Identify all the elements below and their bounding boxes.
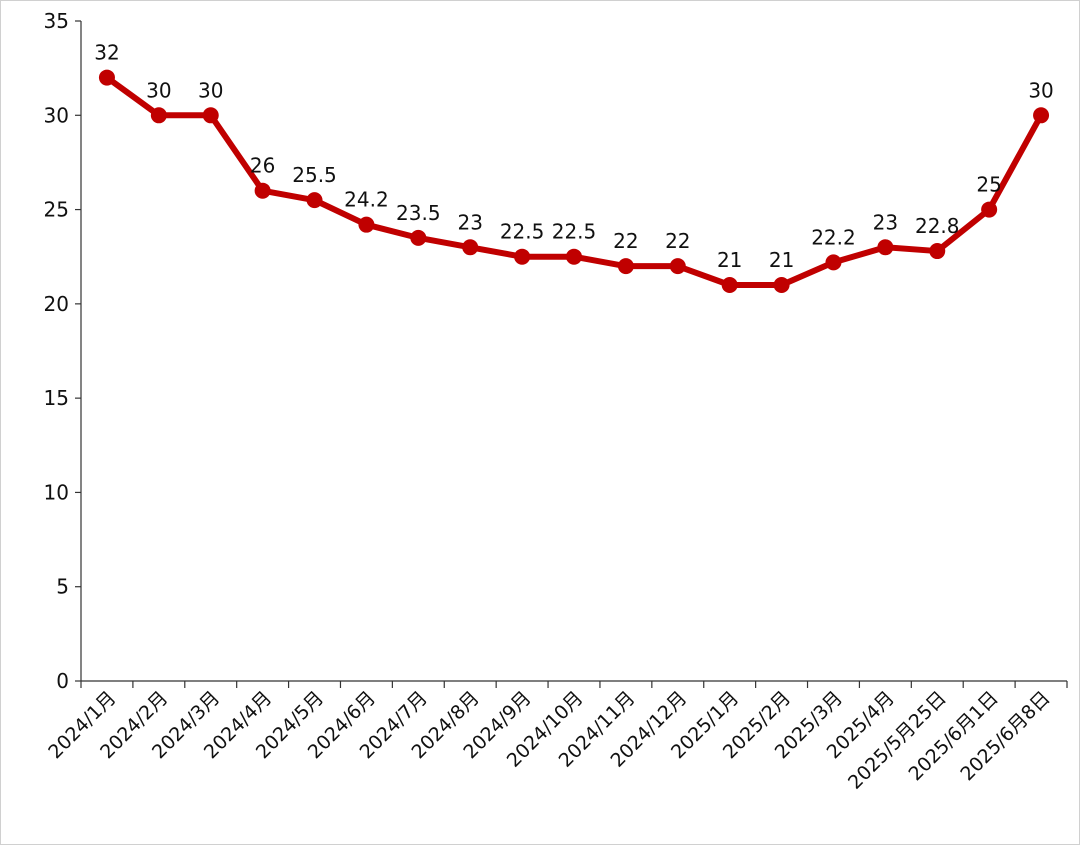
- y-axis-ticks: 0 5 10 15 20 25 30 35: [44, 9, 81, 693]
- y-tick-label: 5: [56, 575, 69, 599]
- data-label: 22.2: [811, 225, 856, 249]
- data-label: 22.8: [915, 214, 960, 238]
- data-point: [721, 277, 738, 293]
- data-point: [150, 107, 167, 124]
- data-point: [410, 229, 427, 246]
- y-tick-label: 0: [56, 669, 69, 693]
- data-label: 23: [457, 210, 482, 234]
- data-point: [98, 69, 115, 86]
- data-label: 30: [198, 78, 223, 102]
- data-point: [566, 248, 582, 265]
- x-axis-ticks: 2024/1月2024/2月2024/3月2024/4月2024/5月2024/…: [44, 681, 1068, 794]
- data-point: [462, 239, 479, 256]
- data-label: 21: [769, 248, 794, 272]
- data-label: 26: [250, 154, 275, 178]
- data-label: 22.5: [500, 220, 545, 244]
- data-label: 25: [976, 173, 1001, 197]
- data-point: [981, 201, 998, 218]
- data-label: 21: [717, 248, 742, 272]
- data-labels: 32 30 30 26 25.5 24.2 23.5 23 22.5 22.5 22 22 21 21 22…: [94, 41, 1054, 272]
- y-tick-label: 35: [44, 9, 69, 33]
- y-tick-label: 15: [44, 386, 69, 410]
- y-tick-label: 25: [44, 198, 69, 222]
- data-label: 22.5: [552, 220, 597, 244]
- data-point: [773, 277, 790, 293]
- data-point: [358, 216, 375, 233]
- data-point: [202, 107, 219, 124]
- data-point: [254, 182, 271, 199]
- data-point: [825, 254, 842, 271]
- data-point: [929, 243, 946, 260]
- y-tick-label: 30: [44, 103, 69, 127]
- data-point: [669, 258, 686, 275]
- data-label: 30: [146, 78, 171, 102]
- y-tick-label: 20: [44, 292, 69, 316]
- data-point: [306, 192, 323, 209]
- data-label: 25.5: [292, 163, 337, 187]
- data-label: 24.2: [344, 188, 389, 212]
- data-label: 23: [873, 210, 898, 234]
- data-label: 22: [665, 229, 690, 253]
- data-point: [1033, 107, 1050, 124]
- data-label: 30: [1028, 78, 1053, 102]
- y-tick-label: 10: [44, 480, 69, 504]
- series-group: [98, 69, 1050, 293]
- data-label: 22: [613, 229, 638, 253]
- axes: [80, 21, 1067, 682]
- data-point: [877, 239, 894, 256]
- data-label: 23.5: [396, 201, 441, 225]
- data-label: 32: [94, 41, 119, 65]
- data-point: [617, 258, 634, 275]
- data-point: [514, 248, 531, 265]
